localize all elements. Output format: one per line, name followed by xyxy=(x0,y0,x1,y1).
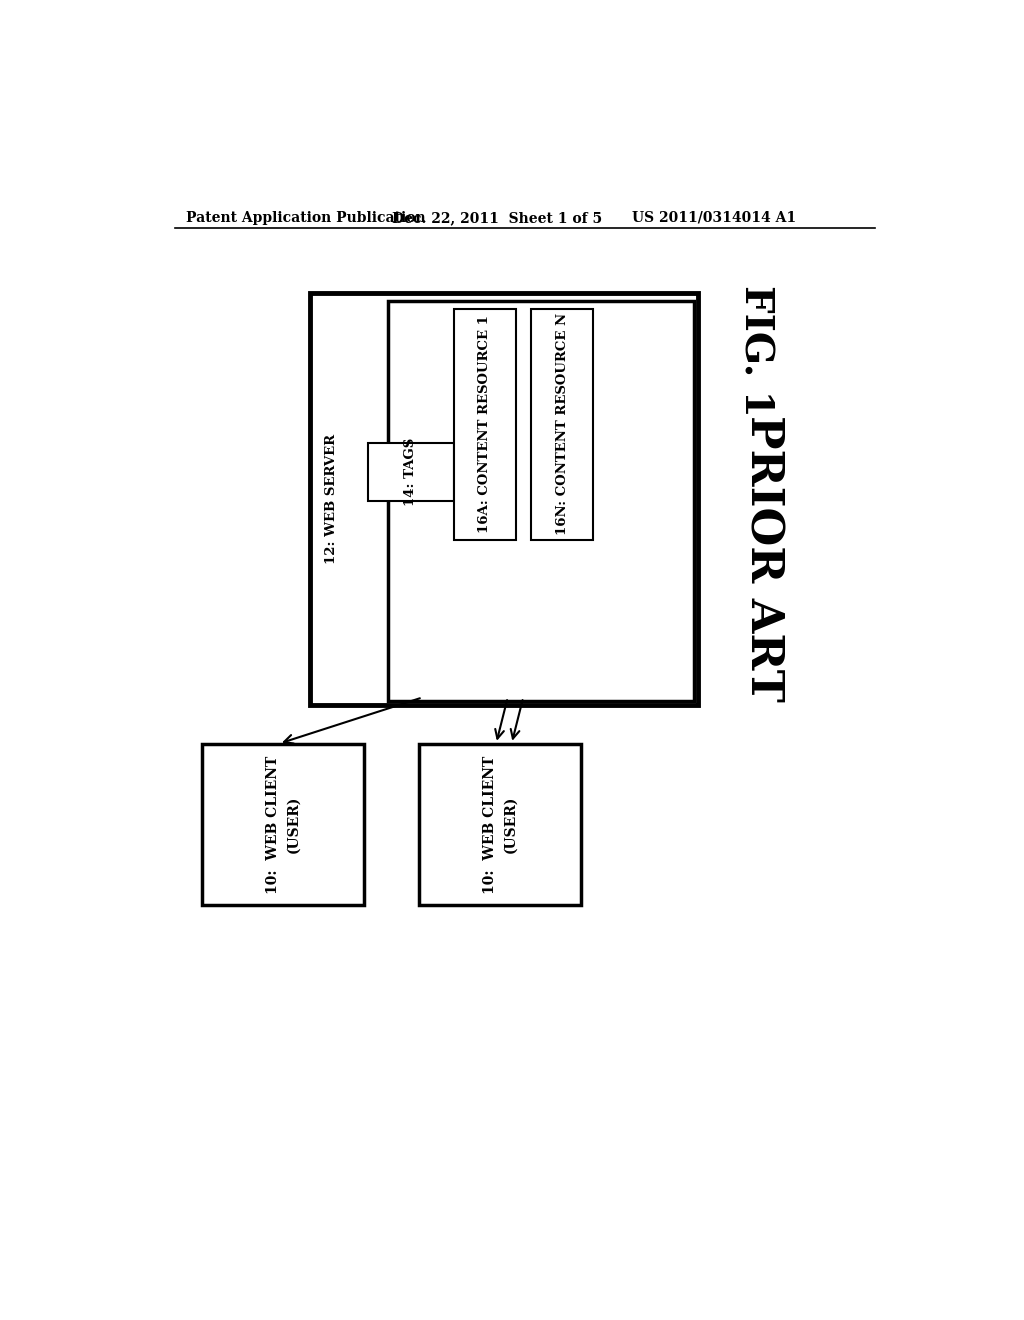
Text: 16A: CONTENT RESOURCE 1: 16A: CONTENT RESOURCE 1 xyxy=(478,315,490,533)
Bar xyxy=(369,444,454,502)
Text: 16N: CONTENT RESOURCE N: 16N: CONTENT RESOURCE N xyxy=(555,313,568,535)
Text: 10:  WEB CLIENT
(USER): 10: WEB CLIENT (USER) xyxy=(482,755,517,894)
Text: Patent Application Publication: Patent Application Publication xyxy=(186,211,426,224)
Text: FIG. 1: FIG. 1 xyxy=(736,285,775,417)
Bar xyxy=(388,301,693,701)
Text: 12: WEB SERVER: 12: WEB SERVER xyxy=(326,434,338,564)
Text: US 2011/0314014 A1: US 2011/0314014 A1 xyxy=(632,211,796,224)
Bar xyxy=(454,309,515,540)
Text: Dec. 22, 2011  Sheet 1 of 5: Dec. 22, 2011 Sheet 1 of 5 xyxy=(391,211,602,224)
Bar xyxy=(531,309,593,540)
Text: PRIOR ART: PRIOR ART xyxy=(742,416,785,702)
Bar xyxy=(419,743,582,906)
Text: 10:  WEB CLIENT
(USER): 10: WEB CLIENT (USER) xyxy=(265,755,300,894)
Text: 14: TAGS: 14: TAGS xyxy=(404,438,418,507)
Bar xyxy=(202,743,365,906)
Bar xyxy=(310,293,697,705)
